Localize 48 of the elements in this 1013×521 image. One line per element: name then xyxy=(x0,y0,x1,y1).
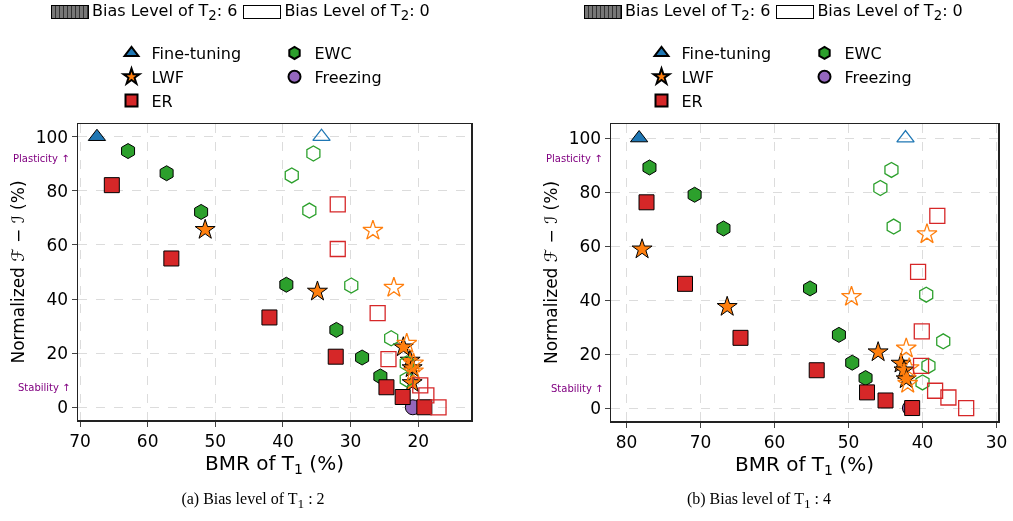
x-tick-label: 70 xyxy=(69,430,91,451)
x-axis-title: BMR of T$_{1}$ (%) xyxy=(205,451,344,478)
y-tick-label: 60 xyxy=(579,235,602,256)
text: Bias Level of T$_{2}$: 0 xyxy=(817,0,963,24)
legend-label: ER xyxy=(681,91,703,111)
legend-label: LWF xyxy=(151,68,184,88)
text: Stability ↑ xyxy=(18,382,71,393)
x-axis-title: BMR of T$_{1}$ (%) xyxy=(735,452,874,479)
text: Stability ↑ xyxy=(551,383,604,394)
legend-label: Fine-tuning xyxy=(151,44,242,64)
x-tick-label: 40 xyxy=(911,431,934,452)
y-tick-label: 100 xyxy=(35,126,69,147)
legend-label: EWC xyxy=(844,44,882,64)
y-axis-title: Normalized ℱ − ℐ (%) xyxy=(8,180,29,364)
x-tick-label: 30 xyxy=(339,430,362,451)
y-axis-title: Normalized ℱ − ℐ (%) xyxy=(541,180,562,365)
y-tick-label: 20 xyxy=(46,343,69,364)
x-tick-label: 30 xyxy=(985,431,1008,452)
text: Bias Level of T$_{2}$: 0 xyxy=(284,0,430,24)
y-tick-label: 40 xyxy=(579,289,602,310)
x-tick-label: 60 xyxy=(136,430,159,451)
text: Plasticity ↑ xyxy=(546,153,603,164)
x-tick-label: 20 xyxy=(407,430,430,451)
x-tick-label: 40 xyxy=(272,430,294,451)
x-tick-label: 60 xyxy=(763,431,786,452)
legend-label: Freezing xyxy=(314,68,382,88)
legend-label: Fine-tuning xyxy=(681,44,772,64)
y-tick-label: 80 xyxy=(579,181,602,202)
text: Bias Level of T$_{2}$: 6 xyxy=(92,0,238,24)
y-tick-label: 0 xyxy=(57,397,69,418)
y-tick-label: 40 xyxy=(46,289,69,310)
x-tick-label: 80 xyxy=(615,431,638,452)
y-tick-label: 80 xyxy=(46,180,69,201)
y-tick-label: 0 xyxy=(590,397,602,418)
x-tick-label: 50 xyxy=(204,430,227,451)
y-tick-label: 20 xyxy=(579,343,602,364)
legend-label: LWF xyxy=(681,68,714,87)
text: (a) Bias level of T$_{1}$ : 2 xyxy=(180,489,326,514)
y-tick-label: 100 xyxy=(568,127,602,148)
x-tick-label: 50 xyxy=(837,431,860,452)
legend-label: EWC xyxy=(314,44,352,64)
text: (b) Bias level of T$_{1}$ : 4 xyxy=(685,489,833,514)
x-tick-label: 70 xyxy=(689,431,712,452)
text: Plasticity ↑ xyxy=(13,153,70,164)
legend-label: Freezing xyxy=(844,68,912,87)
legend-label: ER xyxy=(151,91,173,111)
text: Bias Level of T$_{2}$: 6 xyxy=(625,0,771,24)
y-tick-label: 60 xyxy=(46,234,69,255)
